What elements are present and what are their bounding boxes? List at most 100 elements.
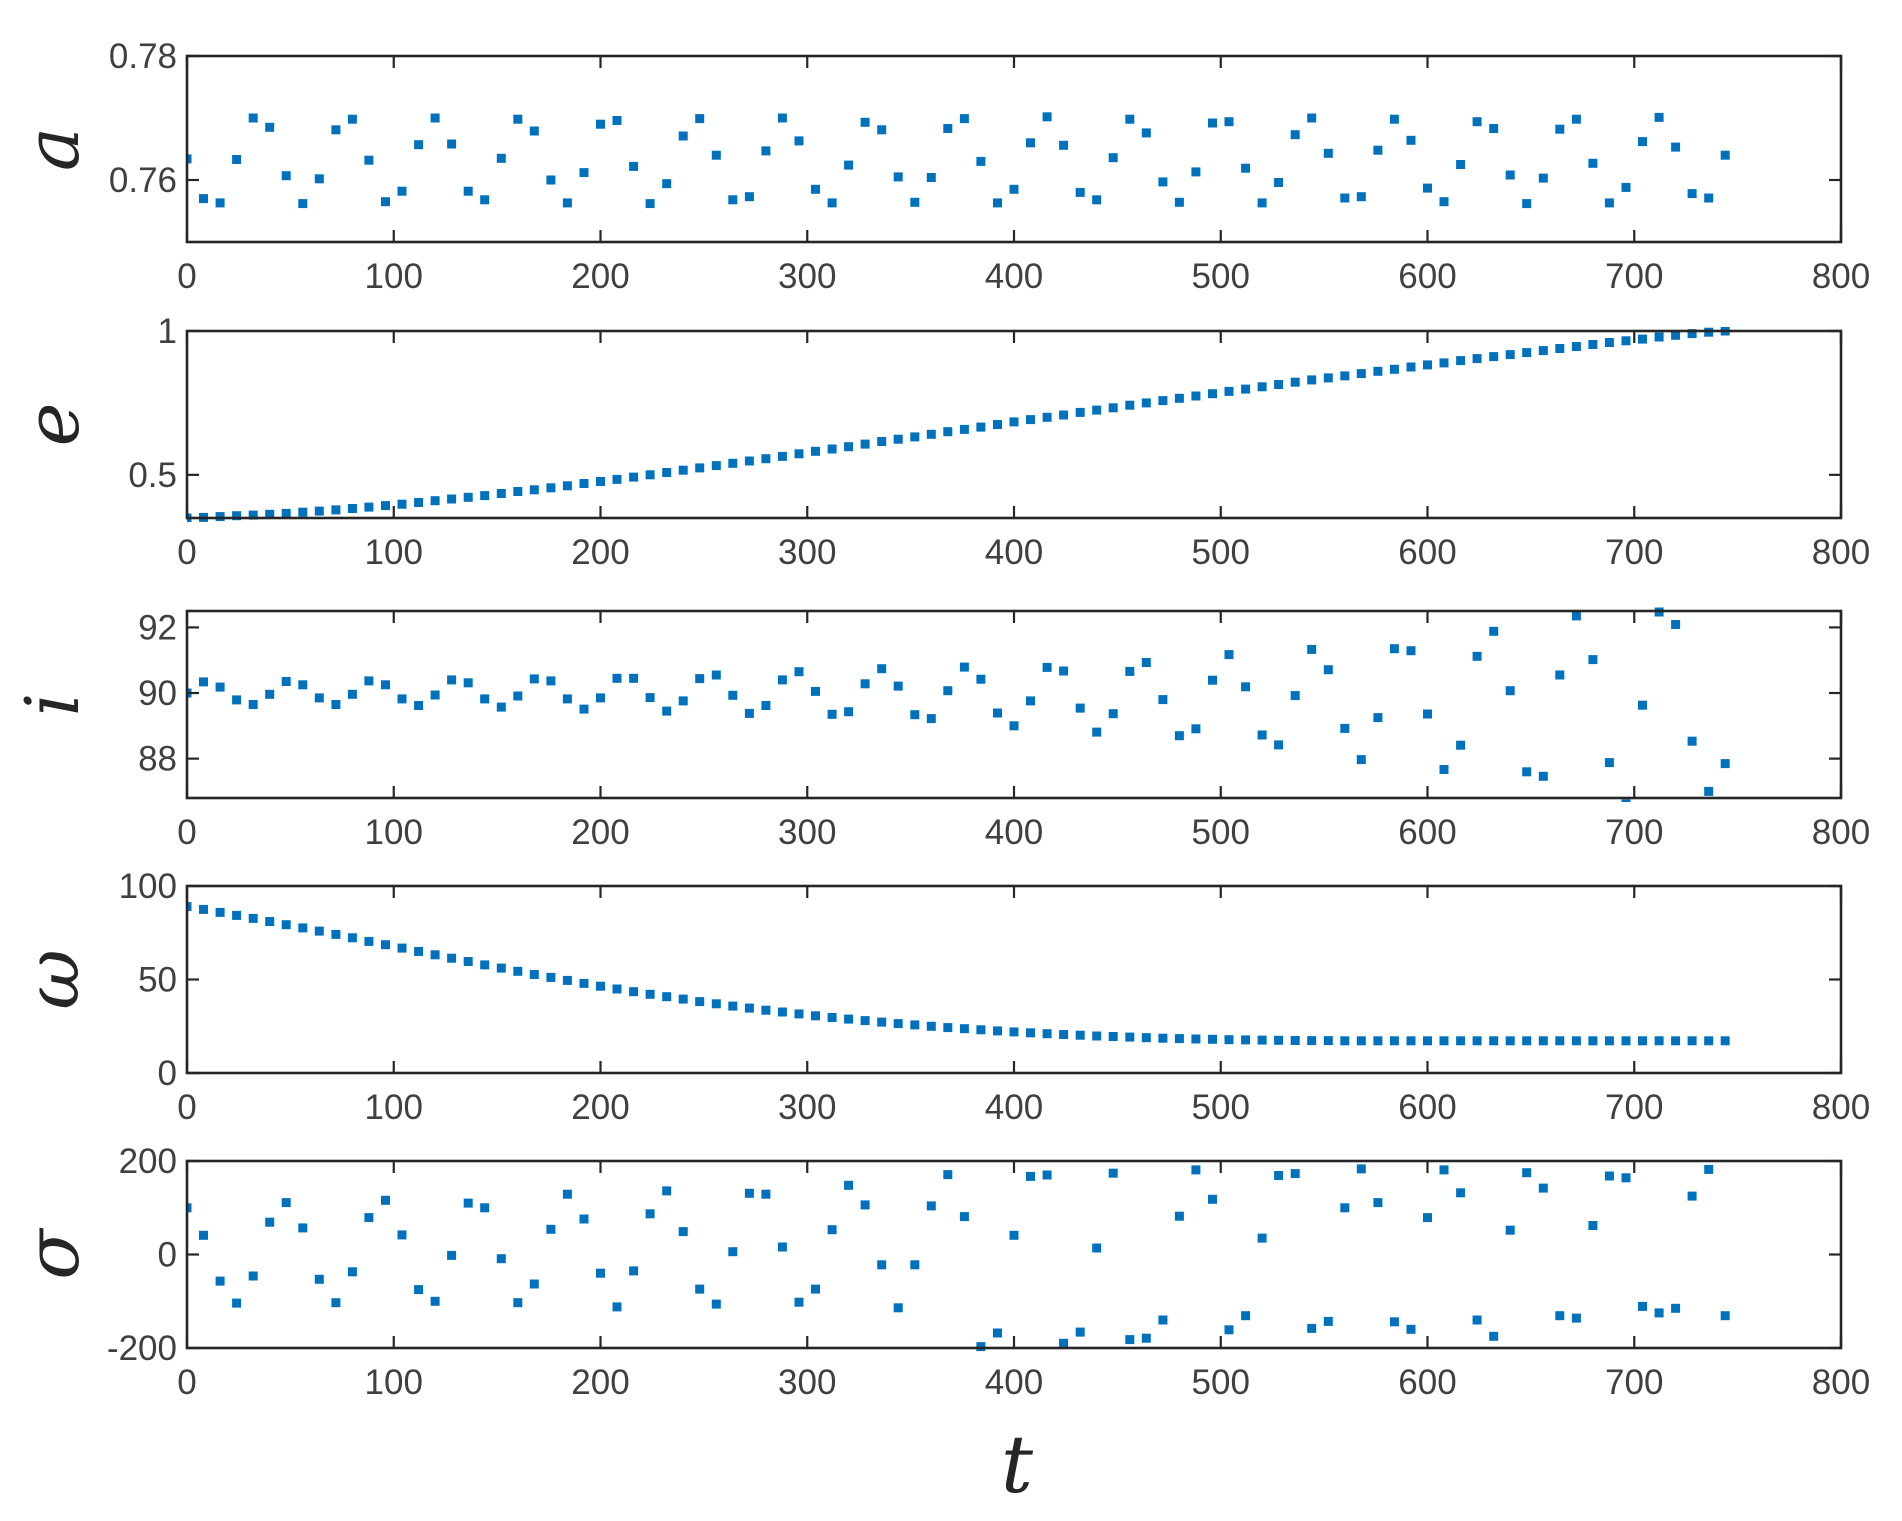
e-data-point	[1356, 369, 1366, 379]
sigma-data-point	[480, 1203, 490, 1213]
sigma-axes-frame	[185, 1159, 1843, 1350]
sigma-data-point	[1621, 1173, 1631, 1183]
e-data-point	[596, 477, 605, 486]
i-y-axis-label: i	[10, 693, 96, 717]
i-x-tick-label: 600	[1398, 813, 1456, 852]
a-data-point	[1687, 189, 1697, 199]
omega-data-point	[1638, 1036, 1647, 1046]
a-data-point	[827, 198, 837, 208]
sigma-data-point	[1423, 1213, 1432, 1223]
i-data-point	[1687, 736, 1697, 746]
e-data-point	[1340, 371, 1350, 381]
i-data-point	[364, 676, 374, 686]
a-data-point	[414, 140, 424, 150]
omega-data-point	[314, 926, 324, 936]
omega-data-point	[447, 953, 457, 963]
e-data-point	[1373, 366, 1383, 376]
a-data-point	[430, 113, 440, 123]
e-data-point	[1075, 407, 1085, 417]
i-data-point	[1307, 644, 1317, 654]
sigma-data-point	[662, 1186, 672, 1196]
sigma-data-point	[744, 1188, 754, 1198]
i-data-point	[761, 701, 771, 710]
i-data-point	[926, 714, 936, 724]
e-data-point	[1588, 340, 1598, 349]
sigma-x-tick-label: 500	[1192, 1363, 1250, 1402]
omega-data-point	[1356, 1036, 1366, 1046]
sigma-data-point	[1604, 1171, 1614, 1181]
omega-data-point	[1125, 1032, 1135, 1042]
sigma-data-point	[1439, 1165, 1449, 1175]
x-axis-label: t	[1001, 1418, 1034, 1511]
sigma-data-point	[414, 1285, 424, 1295]
i-data-point	[910, 710, 920, 720]
a-data-point	[1290, 130, 1300, 140]
i-y-tick-label: 92	[138, 608, 177, 647]
omega-x-tick-label: 600	[1398, 1088, 1456, 1127]
omega-data-point	[187, 902, 192, 912]
omega-data-point	[1191, 1034, 1201, 1044]
omega-data-point	[645, 989, 655, 999]
omega-data-point	[877, 1017, 887, 1027]
sigma-data-point	[1257, 1233, 1267, 1243]
a-data-point	[1075, 187, 1085, 197]
sigma-data-point	[1323, 1316, 1333, 1326]
e-data-point	[1423, 360, 1432, 370]
omega-data-point	[1290, 1036, 1300, 1045]
a-data-point	[1538, 173, 1548, 183]
sigma-data-point	[232, 1298, 242, 1308]
sigma-series	[187, 1164, 1730, 1352]
omega-data-point	[910, 1020, 920, 1030]
omega-data-point	[1456, 1036, 1466, 1046]
a-data-point	[910, 197, 920, 207]
sigma-data-point	[215, 1276, 225, 1286]
a-x-tick-label: 700	[1605, 257, 1663, 296]
e-data-point	[232, 511, 242, 521]
omega-data-point	[612, 984, 622, 994]
i-data-point	[265, 689, 275, 699]
panel-omega: 0 100 200 300 400 500 600 700 800 0 50 100 ω	[10, 867, 1870, 1127]
i-data-point	[1042, 662, 1052, 672]
omega-x-tick-label: 400	[985, 1088, 1043, 1127]
a-data-point	[1224, 117, 1234, 127]
sigma-data-point	[1158, 1315, 1168, 1325]
sigma-data-point	[1704, 1164, 1714, 1174]
sigma-data-point	[1687, 1191, 1697, 1201]
sigma-data-point	[1373, 1198, 1383, 1208]
a-data-point	[1108, 153, 1118, 163]
omega-data-point	[331, 929, 341, 939]
a-x-tick-label: 200	[571, 257, 629, 296]
a-data-point	[662, 179, 672, 189]
e-data-point	[993, 420, 1002, 429]
e-data-point	[761, 454, 771, 464]
omega-data-point	[1373, 1036, 1383, 1046]
a-data-point	[1489, 124, 1499, 133]
panel-i: 0 100 200 300 400 500 600 700 800 88 90 92 i	[10, 607, 1870, 852]
omega-data-point	[662, 992, 672, 1002]
omega-data-point	[1571, 1036, 1581, 1046]
i-data-point	[1456, 740, 1466, 750]
i-series	[187, 607, 1730, 802]
e-data-point	[1638, 334, 1647, 344]
omega-x-tick-label: 500	[1192, 1088, 1250, 1127]
a-data-point	[1009, 184, 1019, 194]
omega-data-point	[1423, 1036, 1432, 1046]
sigma-data-point	[711, 1299, 721, 1309]
i-data-point	[1472, 651, 1482, 661]
sigma-data-point	[199, 1230, 208, 1240]
omega-data-point	[761, 1005, 771, 1015]
omega-data-point	[1621, 1036, 1631, 1046]
omega-data-point	[1075, 1030, 1085, 1040]
sigma-data-point	[811, 1284, 820, 1294]
omega-data-point	[844, 1014, 854, 1024]
e-x-tick-label: 200	[571, 533, 629, 572]
a-data-point	[1092, 195, 1102, 205]
omega-data-point	[1588, 1036, 1598, 1046]
i-data-point	[1704, 786, 1714, 796]
sigma-data-point	[1456, 1188, 1466, 1198]
sigma-data-point	[496, 1254, 506, 1264]
sigma-data-point	[187, 1203, 192, 1213]
e-data-point	[265, 509, 275, 519]
e-data-point	[1241, 384, 1251, 394]
a-data-point	[943, 124, 953, 133]
